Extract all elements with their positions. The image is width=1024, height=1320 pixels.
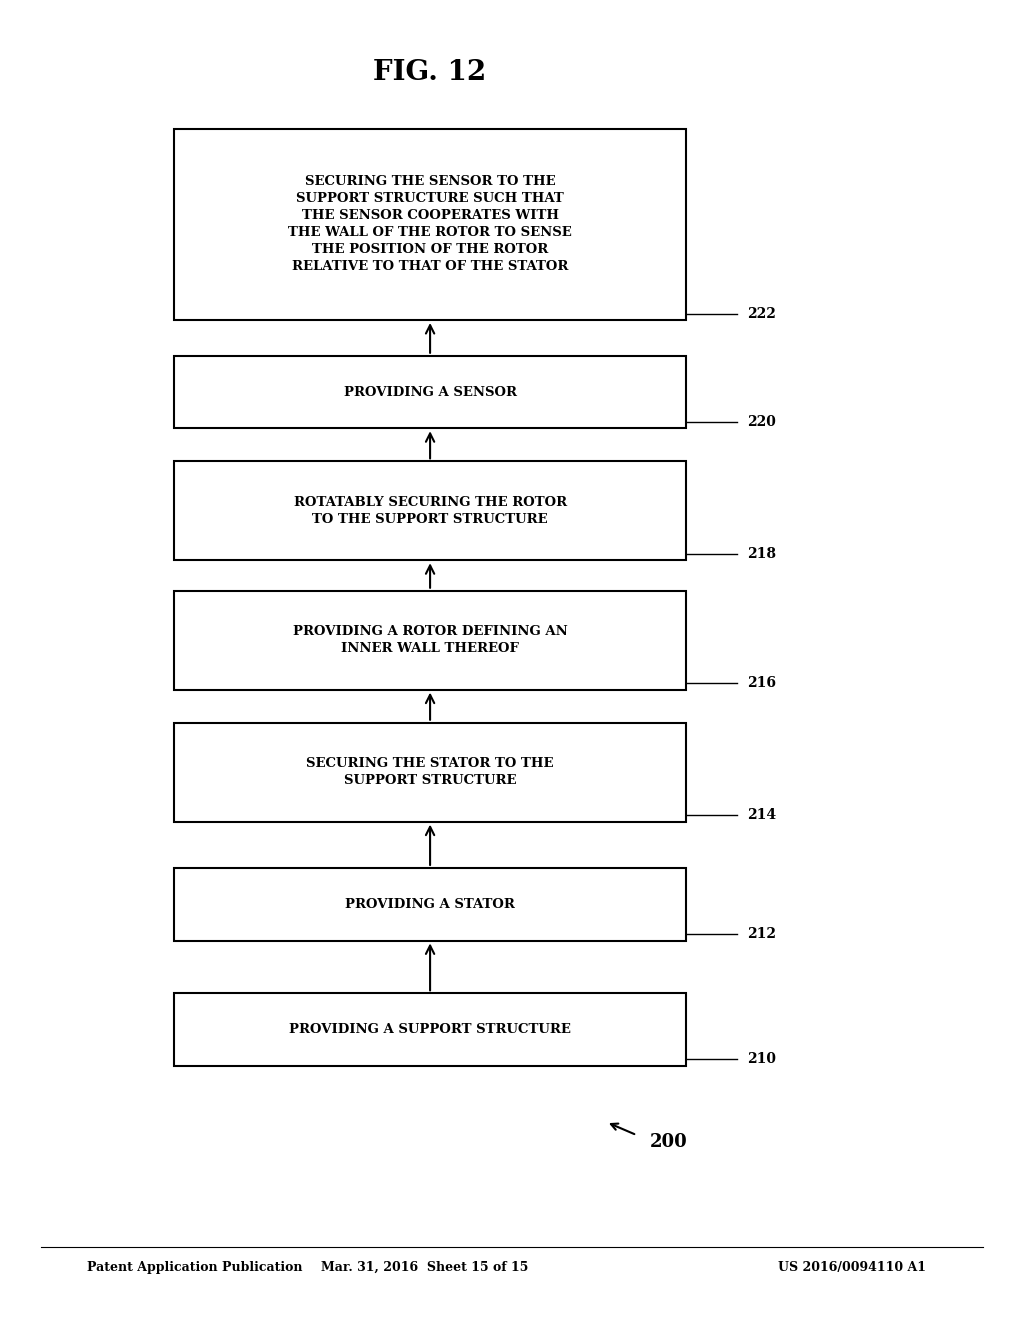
- Text: SECURING THE STATOR TO THE
SUPPORT STRUCTURE: SECURING THE STATOR TO THE SUPPORT STRUC…: [306, 758, 554, 787]
- Text: 210: 210: [748, 1052, 776, 1067]
- Text: Mar. 31, 2016  Sheet 15 of 15: Mar. 31, 2016 Sheet 15 of 15: [322, 1261, 528, 1274]
- Text: SECURING THE SENSOR TO THE
SUPPORT STRUCTURE SUCH THAT
THE SENSOR COOPERATES WIT: SECURING THE SENSOR TO THE SUPPORT STRUC…: [288, 176, 572, 273]
- Text: PROVIDING A STATOR: PROVIDING A STATOR: [345, 898, 515, 911]
- FancyBboxPatch shape: [174, 591, 686, 689]
- Text: FIG. 12: FIG. 12: [374, 59, 486, 86]
- Text: Patent Application Publication: Patent Application Publication: [87, 1261, 302, 1274]
- Text: PROVIDING A SUPPORT STRUCTURE: PROVIDING A SUPPORT STRUCTURE: [289, 1023, 571, 1036]
- Text: 212: 212: [748, 927, 776, 941]
- FancyBboxPatch shape: [174, 462, 686, 560]
- Text: US 2016/0094110 A1: US 2016/0094110 A1: [778, 1261, 927, 1274]
- Text: 222: 222: [748, 306, 776, 321]
- FancyBboxPatch shape: [174, 129, 686, 321]
- Text: 200: 200: [650, 1133, 688, 1151]
- FancyBboxPatch shape: [174, 993, 686, 1067]
- Text: PROVIDING A ROTOR DEFINING AN
INNER WALL THEREOF: PROVIDING A ROTOR DEFINING AN INNER WALL…: [293, 626, 567, 655]
- Text: 218: 218: [748, 546, 776, 561]
- Text: ROTATABLY SECURING THE ROTOR
TO THE SUPPORT STRUCTURE: ROTATABLY SECURING THE ROTOR TO THE SUPP…: [294, 496, 566, 525]
- FancyBboxPatch shape: [174, 355, 686, 428]
- FancyBboxPatch shape: [174, 869, 686, 940]
- FancyBboxPatch shape: [174, 722, 686, 821]
- Text: PROVIDING A SENSOR: PROVIDING A SENSOR: [344, 385, 516, 399]
- Text: 214: 214: [748, 808, 776, 822]
- Text: 216: 216: [748, 676, 776, 690]
- Text: 220: 220: [748, 414, 776, 429]
